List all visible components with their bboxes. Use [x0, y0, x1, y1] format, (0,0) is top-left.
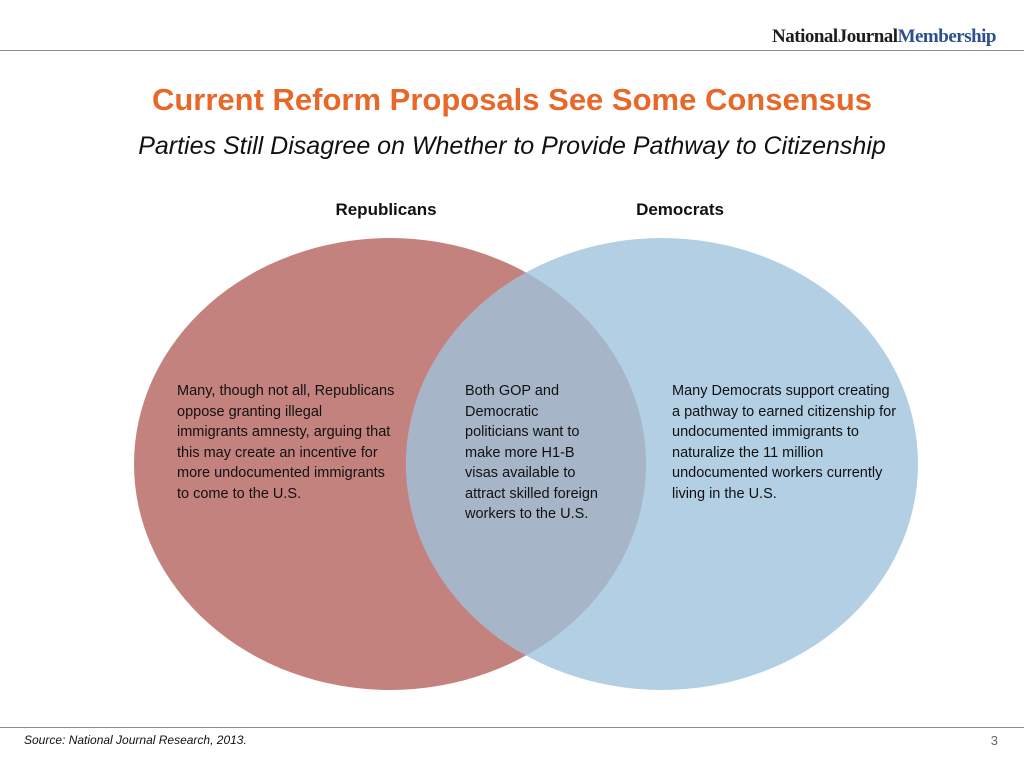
page-number: 3: [990, 733, 998, 748]
republicans-text: Many, though not all, Republicans oppose…: [177, 383, 395, 502]
democrats-label: Democrats: [636, 200, 724, 219]
brand-logo: NationalJournalMembership: [772, 26, 996, 48]
slide-title: Current Reform Proposals See Some Consen…: [151, 82, 873, 117]
brand-logo-part2: Membership: [897, 26, 997, 47]
brand-logo-part1: NationalJournal: [772, 26, 898, 47]
overlap-text: Both GOP and Democratic politicians want…: [465, 383, 598, 522]
republicans-label: Republicans: [335, 200, 437, 219]
democrats-text: Many Democrats support creating a pathwa…: [672, 383, 897, 502]
bottom-divider: [0, 727, 1024, 728]
top-divider: [0, 50, 1024, 51]
source-note: Source: National Journal Research, 2013.: [24, 733, 247, 747]
slide-subtitle: Parties Still Disagree on Whether to Pro…: [138, 132, 886, 160]
overlap-region: [406, 238, 646, 690]
